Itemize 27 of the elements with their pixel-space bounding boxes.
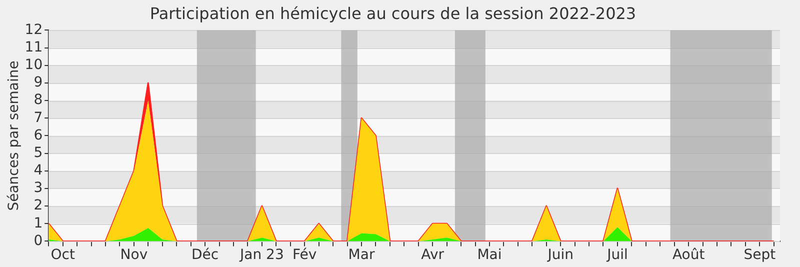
x-tick-label: Sept bbox=[744, 247, 776, 264]
y-tick-label: 7 bbox=[34, 110, 43, 126]
y-tick-label: 9 bbox=[34, 74, 43, 91]
x-tick-label: Juil bbox=[606, 247, 628, 264]
y-tick-label: 2 bbox=[34, 198, 43, 214]
y-tick-label: 4 bbox=[34, 162, 43, 179]
x-tick-label: Mai bbox=[477, 247, 502, 264]
x-tick-label: Déc bbox=[192, 247, 219, 264]
y-tick-label: 11 bbox=[24, 39, 43, 56]
chart-title: Participation en hémicycle au cours de la session 2022-2023 bbox=[150, 4, 636, 23]
x-tick-label: Nov bbox=[120, 247, 148, 264]
x-tick-label: Mar bbox=[348, 247, 375, 264]
y-tick-label: 1 bbox=[34, 215, 43, 232]
y-tick-label: 6 bbox=[34, 127, 43, 144]
y-tick-label: 0 bbox=[34, 232, 43, 249]
y-axis-title: Séances par semaine bbox=[6, 60, 22, 211]
x-tick-label: Juin bbox=[546, 247, 574, 264]
y-tick-label: 10 bbox=[24, 57, 43, 74]
y-tick-label: 5 bbox=[34, 144, 43, 161]
x-tick-label: Jan 23 bbox=[239, 247, 284, 264]
x-tick-label: Avr bbox=[421, 247, 444, 264]
y-tick-label: 3 bbox=[34, 180, 43, 196]
y-tick-label: 8 bbox=[34, 92, 43, 108]
x-tick-label: Août bbox=[672, 247, 706, 264]
x-tick-label: Oct bbox=[50, 247, 76, 264]
y-tick-label: 12 bbox=[24, 22, 43, 38]
x-tick-label: Fév bbox=[292, 247, 317, 264]
